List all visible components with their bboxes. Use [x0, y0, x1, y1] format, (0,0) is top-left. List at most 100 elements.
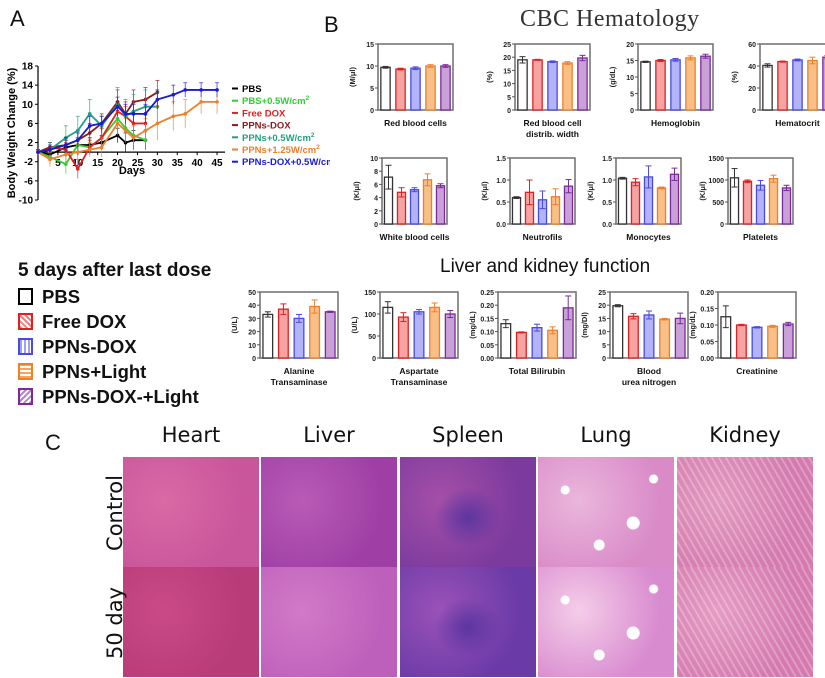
y-tick-label: 0 [372, 356, 376, 363]
y-tick-label: 0.05 [700, 340, 714, 347]
y-tick-label: 15 [366, 42, 374, 49]
y-tick-label: 20 [503, 55, 511, 62]
bar-ppns-dox [410, 67, 421, 111]
y-tick-label: 0 [507, 108, 511, 115]
bar-ppns-dox-light [444, 313, 456, 359]
data-point [75, 138, 80, 142]
bar-ppns-dox [413, 311, 425, 359]
histology-column-label: Kidney [709, 423, 781, 447]
bar-ppns-dox-light [577, 57, 588, 111]
bar-pbs [762, 64, 773, 111]
bar-ppns-dox-light [324, 311, 336, 359]
x-tick-label: 45 [211, 158, 223, 169]
histology-image-heart-50-day [123, 567, 259, 677]
legend-swatch-icon [18, 388, 33, 405]
data-point [64, 143, 68, 147]
superscript: 2 [316, 144, 320, 151]
superscript: 2 [306, 95, 310, 102]
y-tick-label: 30 [248, 316, 256, 323]
bar-chart-plt: 0 500 1000 1500 (K/μl) Platelets [698, 156, 794, 242]
x-tick-label: 20 [112, 158, 124, 169]
bar-chart-rbc: 0 5 10 15 (M/μl) Red blood cells [348, 42, 454, 128]
y-tick-label: 18 [22, 62, 34, 73]
data-point [48, 157, 52, 162]
y-tick-label: 6 [27, 119, 33, 130]
data-point [123, 112, 128, 116]
y-axis-label: (%) [730, 71, 739, 83]
x-tick-label: 5 [55, 158, 61, 169]
y-tick-label: 0.0 [496, 222, 506, 229]
data-point [99, 121, 104, 126]
bar-free-dox [627, 315, 639, 359]
bar-pbs [612, 305, 624, 359]
histology-image-spleen-50-day [400, 567, 536, 677]
y-tick-label: 0.0 [602, 222, 612, 229]
legend-label: PPNs+0.5W/cm2 [242, 132, 315, 144]
data-point [115, 121, 120, 126]
bar-ppns-dox [755, 184, 766, 225]
y-tick-label: 10 [370, 156, 378, 163]
y-axis-label: (mg/Dl) [580, 312, 589, 338]
legend-label: PPNs+1.25W/cm2 [242, 144, 320, 156]
y-tick-label: 60 [748, 42, 756, 49]
bar-free-dox [777, 60, 788, 111]
y-tick-label: 5 [507, 95, 511, 102]
legend-swatch-icon [18, 313, 33, 330]
bar-pbs [500, 323, 512, 359]
data-point [64, 152, 68, 157]
data-point [215, 100, 219, 104]
y-tick-label: 0 [252, 356, 256, 363]
bar-pbs [517, 59, 528, 111]
y-axis-label: Body Weight Change (%) [6, 67, 18, 198]
bar-ppns-dox-light [782, 323, 794, 359]
bar-free-dox [655, 59, 666, 111]
x-tick-label: 15 [92, 158, 104, 169]
y-tick-label: 1500 [708, 156, 724, 163]
y-axis-label: (U/L) [350, 316, 359, 334]
bar-chart-hgb: 0 5 10 15 20 (g/dL) Hemoglobin [608, 42, 714, 128]
y-tick-label: -6 [24, 176, 33, 187]
bar-legend-title: 5 days after last dose [18, 260, 212, 281]
bar-ppns-dox-light [669, 173, 680, 225]
data-point [123, 128, 128, 133]
data-point [75, 150, 80, 154]
y-tick-label: 0.15 [480, 316, 494, 323]
y-tick-label: 0 [720, 222, 724, 229]
bar-ppns-light [422, 179, 433, 225]
bar-ppns-dox-light [674, 317, 686, 359]
bar-chart-hct: 0 20 40 60 (%) Hematocrit [730, 42, 825, 128]
y-axis-label: (K/μl) [586, 181, 595, 201]
y-tick-label: 10 [626, 75, 634, 82]
bar-chart-wbc: 0 2 4 6 8 10 (K/μl) White blood cells [352, 156, 450, 242]
bar-chart-crea: 0.00 0.05 0.10 0.15 0.20 (mg/dL) Creatinine [688, 290, 797, 376]
y-tick-label: 1.5 [602, 156, 612, 163]
data-point [143, 128, 148, 133]
y-tick-label: 500 [712, 200, 724, 207]
y-tick-label: 8 [374, 169, 378, 176]
y-tick-label: 20 [626, 42, 634, 49]
bar-ppns-dox [792, 59, 803, 111]
chart-title: Platelets [743, 232, 778, 242]
data-point [215, 88, 219, 92]
chart-title: Hematocrit [775, 118, 820, 128]
data-point [155, 121, 160, 126]
bar-ppns-dox [643, 314, 655, 359]
y-tick-label: 0 [630, 108, 634, 115]
y-axis-label: (g/dL) [608, 66, 617, 87]
chart-title: Alanine [284, 366, 315, 376]
y-tick-label: 5 [602, 343, 606, 350]
y-tick-label: 15 [598, 316, 606, 323]
bar-ppns-light [562, 62, 573, 111]
y-axis-label: (K/μl) [352, 181, 361, 201]
y-tick-label: 10 [22, 100, 34, 111]
legend-swatch-icon [18, 338, 33, 355]
y-tick-label: 100 [364, 312, 376, 319]
y-tick-label: 10 [598, 330, 606, 337]
series-line [37, 110, 146, 171]
data-point [115, 104, 120, 109]
y-tick-label: 1000 [708, 178, 724, 185]
y-tick-label: 0 [602, 356, 606, 363]
data-point [131, 135, 136, 140]
bar-pbs [382, 306, 394, 359]
